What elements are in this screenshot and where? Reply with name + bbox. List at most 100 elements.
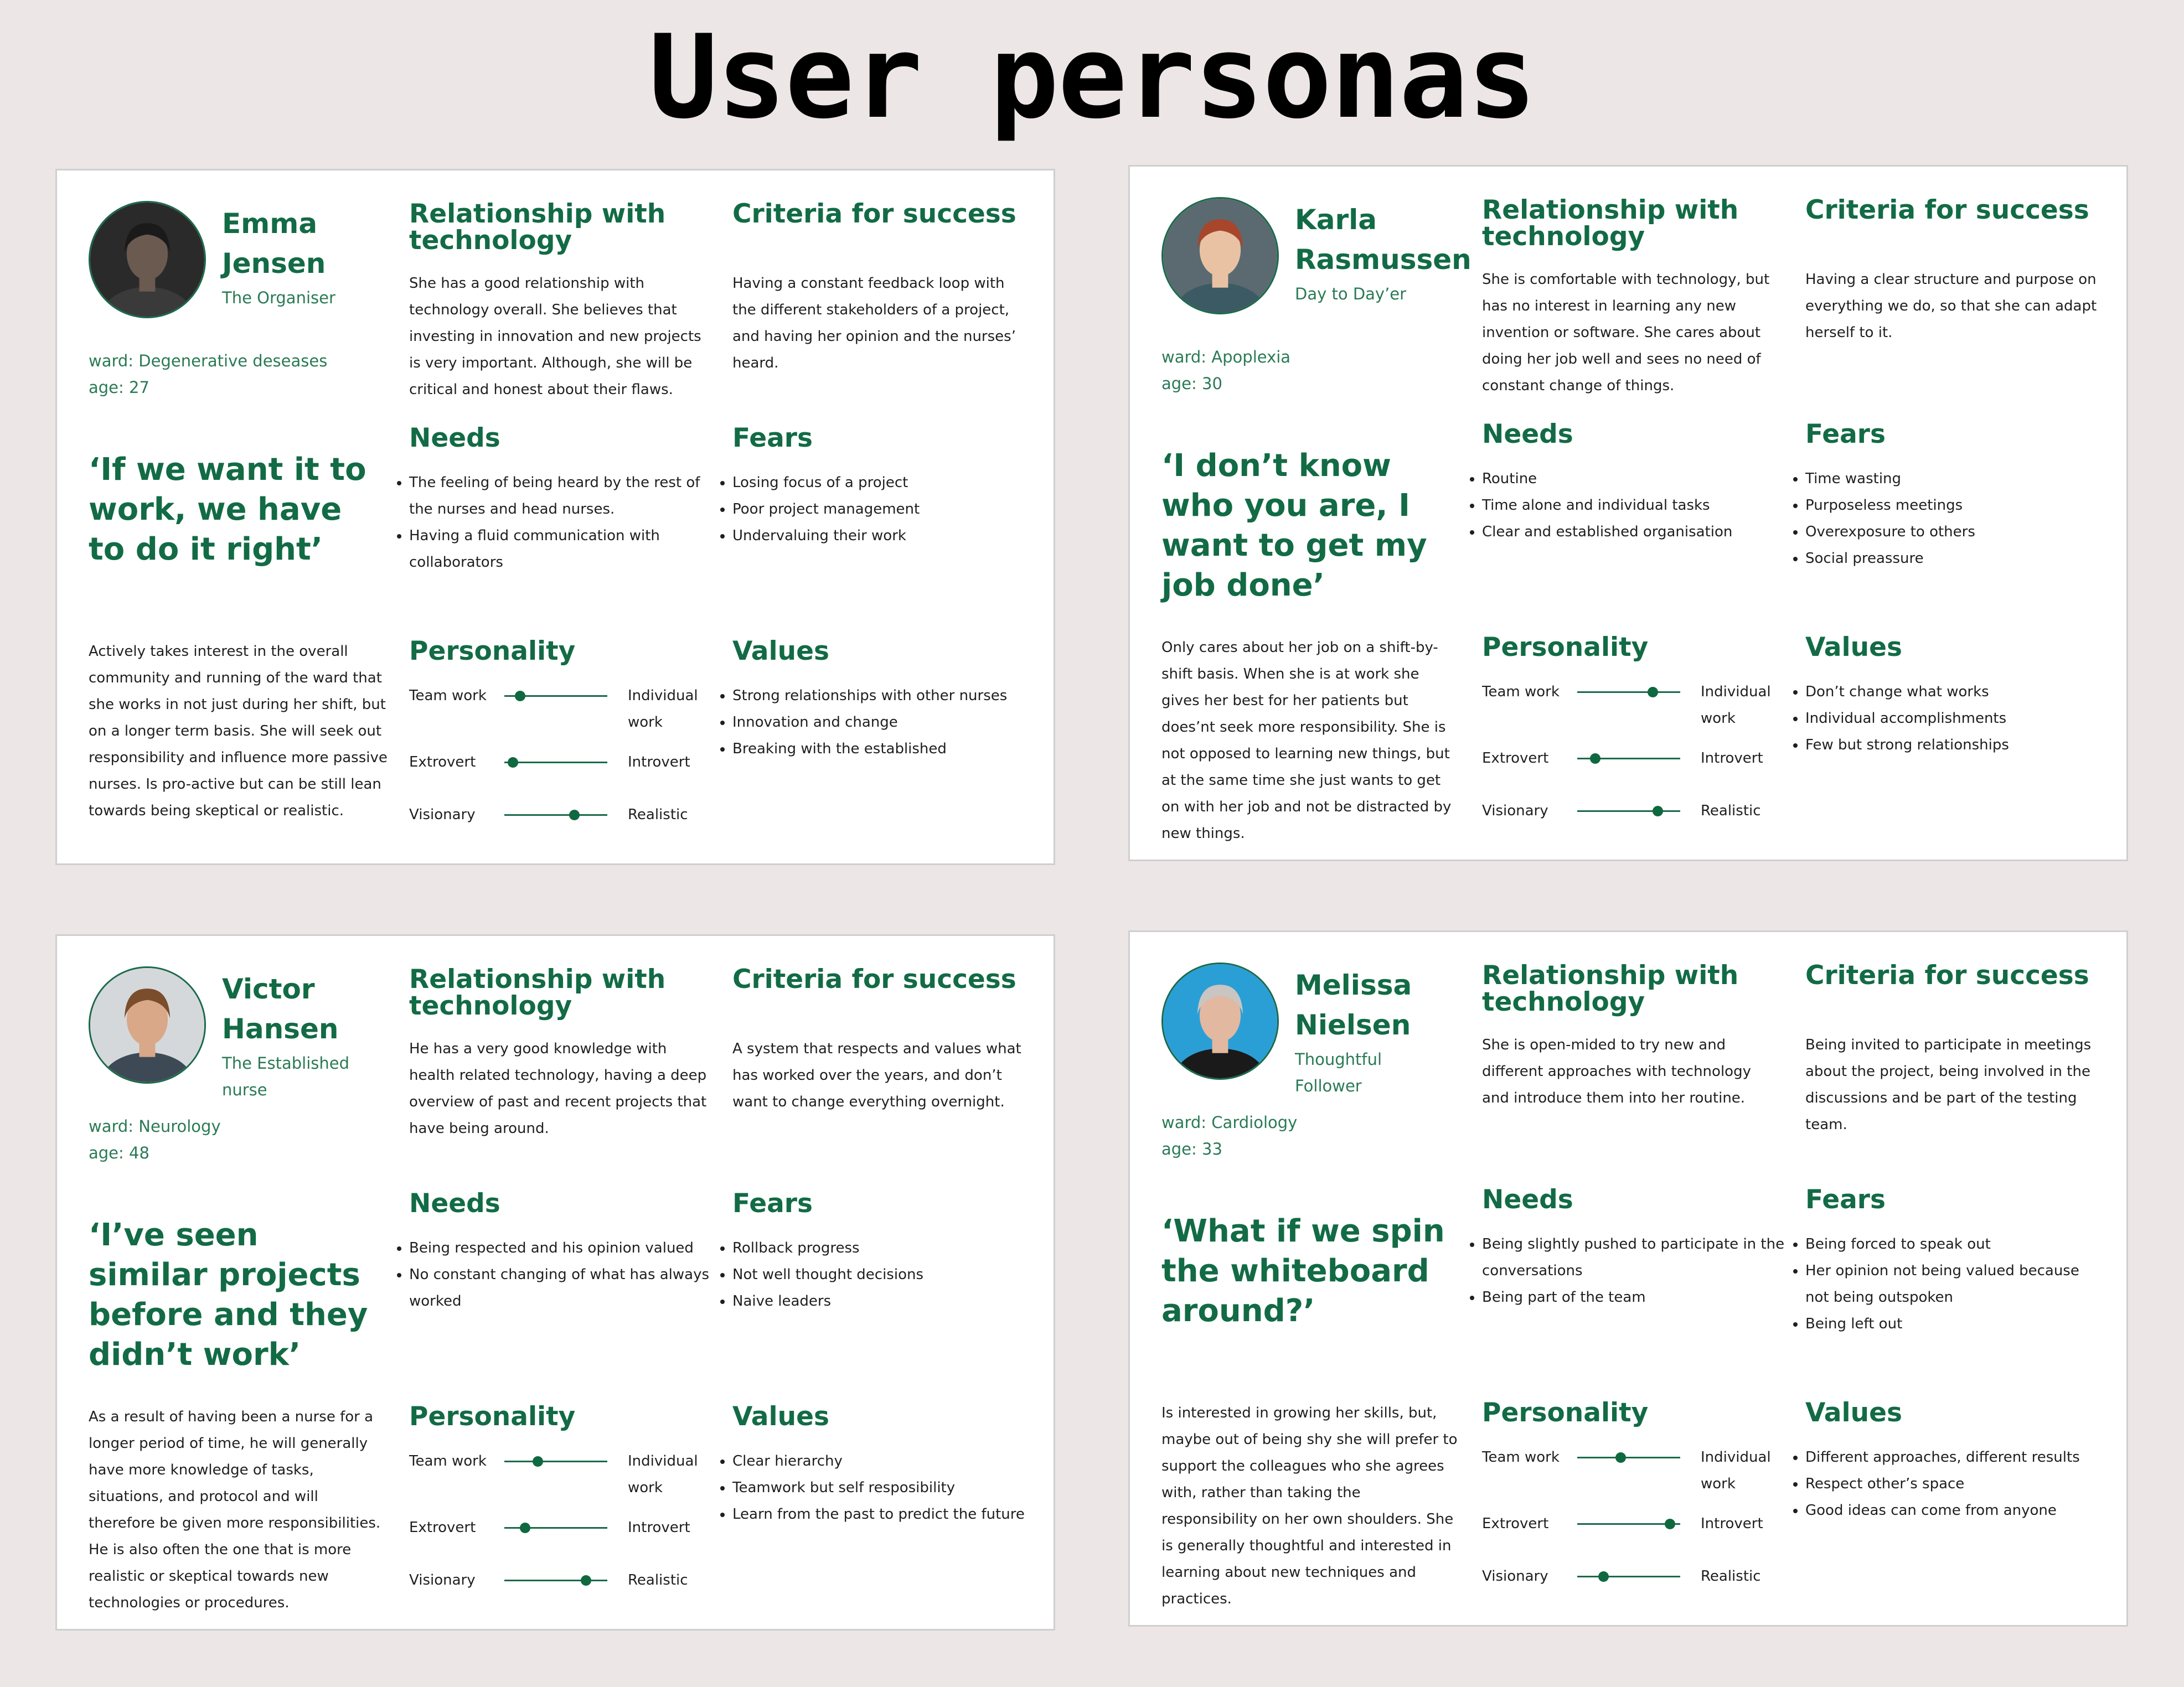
fears-title: Fears [1805,419,1886,449]
personality-marker [532,1456,543,1467]
personality-slider: Extrovert Introvert [1482,1510,1792,1537]
personality-right-label: Realistic [1701,803,1761,819]
personality-title: Personality [409,1401,576,1432]
personality-slider: Extrovert Introvert [409,749,719,775]
personality-left-label: Extrovert [1482,1515,1549,1532]
fears-list: Rollback progressNot well thought decisi… [719,1235,1009,1315]
personality-marker [1647,687,1658,697]
personality-left-label: Extrovert [1482,750,1549,767]
personality-slider: Team work Individual work [409,682,719,731]
values-list: Don’t change what worksIndividual accomp… [1792,679,2104,758]
personality-marker [1653,806,1664,816]
fears-item: Social preassure [1805,545,2082,572]
values-item: Individual accomplishments [1805,705,2104,732]
needs-item: Having a fluid communication with collab… [409,522,719,576]
persona-bio: Is interested in growing her skills, but… [1161,1405,1458,1607]
avatar [1161,197,1279,314]
criteria-text: A system that respects and values what h… [732,1041,1021,1110]
personality-track [1577,1571,1680,1582]
needs-item: Being part of the team [1482,1284,1792,1311]
needs-item: Time alone and individual tasks [1482,492,1792,519]
avatar [1161,962,1279,1080]
page-title: User personas [648,11,1537,144]
personality-slider: Extrovert Introvert [409,1514,719,1541]
avatar [89,966,206,1084]
persona-name: Victor Hansen [222,969,371,1049]
values-list: Different approaches, different resultsR… [1792,1444,2104,1524]
fears-item: Being forced to speak out [1805,1231,2082,1258]
criteria-title: Criteria for success [1805,960,2089,991]
relationship-title: Relationship with technology [409,199,666,256]
persona-role: The Organiser [222,288,335,307]
persona-role: Day to Day’er [1295,284,1407,303]
needs-item: The feeling of being heard by the rest o… [409,469,719,522]
criteria-title: Criteria for success [1805,195,2089,225]
persona-bio: As a result of having been a nurse for a… [89,1409,381,1611]
relationship-title: Relationship with technology [409,964,666,1021]
persona-last-name: Nielsen [1295,1009,1411,1041]
needs-title: Needs [409,423,500,453]
values-list: Clear hierarchyTeamwork but self resposi… [719,1448,1031,1528]
persona-card: Emma Jensen The Organiser ward: Degenerativ… [55,169,1055,865]
fears-item: Naive leaders [732,1288,1009,1315]
persona-first-name: Melissa [1295,969,1412,1001]
persona-ward: ward: Neurology [89,1117,221,1136]
personality-right-label: Individual work [1701,684,1771,727]
fears-item: Losing focus of a project [732,469,1009,496]
needs-list: Being slightly pushed to participate in … [1469,1231,1792,1311]
relationship-text: She is comfortable with technology, but … [1482,271,1770,394]
personality-marker [569,810,580,820]
criteria-text: Having a constant feedback loop with the… [732,275,1016,371]
personality-track [1577,806,1680,816]
personality-right-label: Introvert [1701,1515,1763,1532]
needs-title: Needs [1482,419,1573,449]
relationship-text: She is open-mided to try new and differe… [1482,1037,1751,1106]
personality-left-label: Extrovert [409,1519,476,1536]
personality-track [504,1456,607,1467]
persona-role: Thoughtful Follower [1295,1050,1382,1095]
relationship-text: She has a good relationship with technol… [409,275,701,398]
personality-track [1577,1519,1680,1529]
persona-bio: Actively takes interest in the overall c… [89,643,388,819]
personality-right-label: Introvert [628,1519,690,1536]
personality-left-label: Visionary [1482,803,1548,819]
values-item: Respect other’s space [1805,1471,2104,1497]
personality-right-label: Introvert [628,754,690,770]
persona-first-name: Victor [222,973,315,1005]
persona-info: ward: Apoplexia age: 30 [1161,344,1438,397]
personality-marker [1598,1571,1609,1582]
relationship-text: He has a very good knowledge with health… [409,1041,707,1137]
personality-track [1577,1452,1680,1463]
persona-card: Melissa Nielsen Thoughtful Follower ward: C… [1128,930,2128,1627]
fears-item: Her opinion not being valued because not… [1805,1258,2082,1311]
values-item: Different approaches, different results [1805,1444,2104,1471]
needs-item: Routine [1482,465,1792,492]
persona-name: Emma Jensen [222,204,371,283]
personality-left-label: Extrovert [409,754,476,770]
persona-first-name: Karla [1295,204,1377,236]
personality-marker [1615,1452,1627,1463]
personality-right-label: Individual work [1701,1449,1771,1492]
personality-track [1577,753,1680,764]
values-item: Clear hierarchy [732,1448,1031,1474]
criteria-title: Criteria for success [732,199,1016,229]
personality-left-label: Visionary [1482,1568,1548,1585]
personality-slider: Team work Individual work [1482,1444,1792,1492]
values-item: Good ideas can come from anyone [1805,1497,2104,1524]
fears-title: Fears [732,423,813,453]
personality-slider: Extrovert Introvert [1482,745,1792,772]
fears-list: Being forced to speak outHer opinion not… [1792,1231,2082,1337]
fears-title: Fears [1805,1184,1886,1215]
personality-left-label: Team work [1482,684,1560,700]
fears-item: Rollback progress [732,1235,1009,1261]
persona-ward: ward: Apoplexia [1161,348,1291,366]
fears-item: Not well thought decisions [732,1261,1009,1288]
personality-right-label: Realistic [1701,1568,1761,1585]
personality-right-label: Individual work [628,687,698,731]
personality-left-label: Team work [409,1453,487,1469]
fears-item: Being left out [1805,1311,2082,1337]
values-item: Few but strong relationships [1805,732,2104,758]
avatar [89,201,206,318]
persona-name: Karla Rasmussen [1295,200,1472,280]
persona-quote: ‘What if we spin the whiteboard around?’ [1161,1213,1445,1329]
